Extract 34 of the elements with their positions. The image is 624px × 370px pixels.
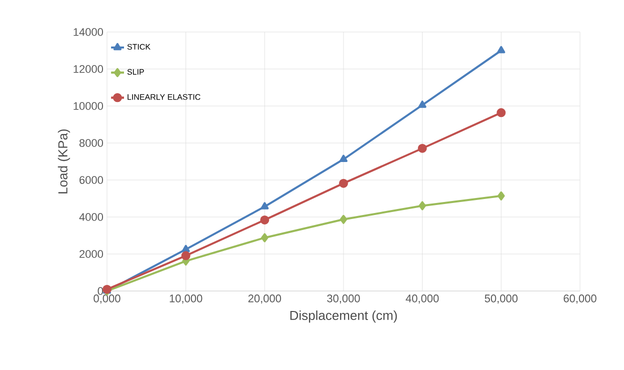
legend-label: LINEARLY ELASTIC [128, 94, 200, 100]
point [418, 201, 426, 210]
y-tick-label: 2000 [80, 250, 104, 258]
point [497, 46, 506, 54]
y-tick-label: 12000 [74, 65, 104, 73]
x-tick-label: 10,000 [170, 294, 202, 304]
point [339, 154, 348, 162]
x-tick-label: 40,000 [406, 294, 439, 304]
y-tick-label: 4000 [79, 213, 104, 221]
y-tick-label: 10000 [74, 102, 104, 110]
x-tick-label: 30,000 [327, 294, 360, 304]
y-axis-title: Load (KPa) [58, 129, 70, 194]
y-tick-label: 14000 [74, 28, 104, 36]
x-tick-label: 60,000 [564, 294, 596, 304]
point [418, 144, 427, 153]
point [182, 244, 190, 252]
point [496, 108, 506, 118]
legend-label: STICK [127, 44, 150, 50]
point [261, 233, 268, 242]
x-axis-title: Displacement (cm) [290, 310, 397, 323]
point [260, 215, 270, 224]
y-tick-label: 0 [98, 287, 104, 295]
x-tick-label: 50,000 [484, 294, 518, 304]
point [260, 202, 269, 210]
point [340, 214, 348, 224]
point [498, 191, 505, 200]
x-tick-label: 20,000 [248, 294, 282, 304]
legend-label: SLIP [127, 69, 144, 75]
y-tick-label: 8000 [79, 139, 104, 147]
y-tick-label: 6000 [80, 176, 104, 184]
x-tick-label: 0,000 [94, 294, 120, 304]
point [339, 178, 348, 188]
point [418, 100, 426, 108]
point [181, 251, 190, 260]
